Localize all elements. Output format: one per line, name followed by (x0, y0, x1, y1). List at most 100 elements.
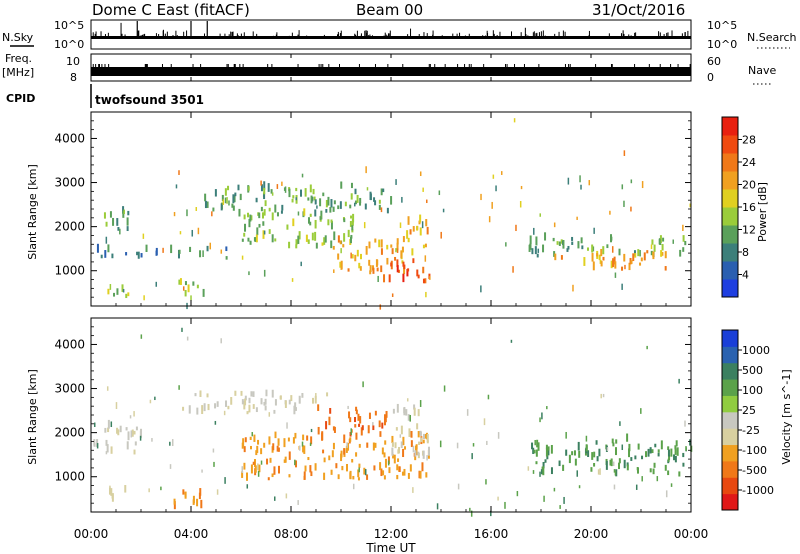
heatmap-cell (182, 286, 185, 291)
heatmap-cell (547, 446, 550, 451)
heatmap-cell (364, 203, 367, 210)
heatmap-cell (366, 187, 369, 191)
heatmap-cell (248, 404, 251, 413)
heatmap-cell (258, 212, 261, 219)
heatmap-cell (558, 460, 561, 467)
heatmap-cell (606, 447, 609, 452)
colorbar-swatch (722, 279, 738, 298)
freq-tick-bottom: 8 (70, 71, 77, 84)
heatmap-cell (116, 218, 119, 226)
heatmap-cell (248, 397, 251, 404)
heatmap-cell (295, 187, 298, 192)
heatmap-cell (408, 428, 411, 437)
cpid-value: twofsound 3501 (95, 93, 204, 107)
heatmap-cell (614, 272, 617, 278)
heatmap-cell (343, 434, 346, 444)
heatmap-cell (674, 445, 677, 450)
heatmap-cell (298, 395, 301, 404)
heatmap-cell (609, 210, 611, 215)
heatmap-cell (358, 443, 361, 448)
heatmap-cell (136, 251, 139, 256)
heatmap-cell (382, 188, 385, 193)
heatmap-cell (107, 427, 110, 433)
heatmap-cell (640, 408, 642, 414)
heatmap-cell (419, 214, 422, 223)
heatmap-cell (652, 468, 655, 475)
heatmap-cell (283, 459, 286, 463)
heatmap-cell (421, 462, 424, 472)
heatmap-cell (529, 243, 532, 250)
heatmap-cell (630, 457, 633, 461)
heatmap-cell (269, 457, 272, 463)
heatmap-cell (372, 267, 375, 274)
heatmap-cell (298, 231, 301, 240)
heatmap-cell (391, 447, 394, 456)
heatmap-cell (227, 405, 230, 410)
heatmap-cell (134, 441, 137, 446)
heatmap-cell (202, 288, 205, 297)
heatmap-cell (646, 250, 649, 254)
heatmap-cell (211, 211, 213, 217)
heatmap-cell (660, 250, 663, 257)
heatmap-cell (397, 449, 400, 454)
heatmap-cell (246, 484, 249, 489)
heatmap-cell (126, 217, 129, 226)
heatmap-cell (260, 206, 263, 212)
heatmap-cell (323, 237, 326, 245)
heatmap-cell (412, 258, 415, 264)
heatmap-cell (230, 397, 233, 405)
colorbar-swatch (722, 460, 738, 478)
heatmap-cell (212, 448, 215, 453)
heatmap-cell (403, 266, 406, 275)
heatmap-cell (328, 455, 331, 461)
heatmap-cell (124, 485, 127, 493)
heatmap-cell (407, 414, 410, 421)
heatmap-cell (333, 231, 336, 241)
heatmap-cell (224, 197, 227, 204)
heatmap-cell (550, 444, 553, 454)
heatmap-cell (362, 381, 364, 388)
heatmap-cell (590, 467, 593, 472)
heatmap-cell (583, 257, 586, 266)
heatmap-cell (417, 431, 420, 438)
heatmap-cell (667, 446, 670, 450)
heatmap-cell (143, 295, 145, 301)
heatmap-cell (291, 198, 294, 203)
heatmap-cell (264, 405, 267, 411)
heatmap-cell (614, 261, 617, 269)
heatmap-cell (393, 454, 396, 464)
heatmap-cell (610, 458, 613, 467)
heatmap-cell (424, 255, 427, 262)
heatmap-cell (355, 452, 358, 457)
heatmap-cell (300, 189, 303, 197)
heatmap-cell (263, 209, 266, 216)
heatmap-cell (349, 472, 352, 479)
heatmap-cell (301, 173, 304, 178)
heatmap-cell (314, 395, 317, 404)
heatmap-cell (314, 231, 317, 241)
heatmap-cell (380, 239, 383, 248)
heatmap-cell (542, 244, 545, 253)
heatmap-cell (214, 403, 217, 409)
heatmap-cell (409, 414, 412, 422)
heatmap-cell (396, 248, 399, 253)
heatmap-cell (400, 425, 403, 435)
heatmap-cell (264, 200, 267, 207)
heatmap-cell (469, 507, 471, 512)
heatmap-cell (255, 234, 258, 243)
heatmap-cell (340, 248, 342, 254)
heatmap-cell (420, 437, 423, 443)
heatmap-cell (107, 419, 110, 429)
heatmap-cell (347, 405, 349, 409)
heatmap-cell (483, 418, 486, 426)
heatmap-cell (201, 469, 203, 473)
heatmap-cell (173, 498, 176, 505)
heatmap-cell (273, 409, 276, 414)
heatmap-cell (426, 433, 429, 442)
nsky-label: N.Sky (2, 31, 34, 44)
heatmap-cell (670, 448, 673, 457)
heatmap-cell (596, 456, 599, 462)
x-tick-label: 04:00 (174, 527, 209, 541)
colorbar-tick-label: -500 (742, 464, 767, 477)
heatmap-cell (329, 407, 332, 414)
